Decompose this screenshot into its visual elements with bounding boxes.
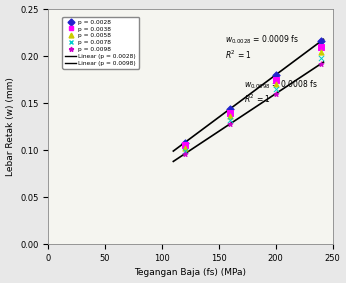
Text: $w_{0.0098}$ = 0.0008 fs
$R^2$ = 1: $w_{0.0098}$ = 0.0008 fs $R^2$ = 1 xyxy=(244,78,318,105)
Text: $w_{0.0028}$ = 0.0009 fs
$R^2$ = 1: $w_{0.0028}$ = 0.0009 fs $R^2$ = 1 xyxy=(225,34,298,61)
Point xyxy=(182,143,188,148)
Point xyxy=(227,106,233,111)
Point xyxy=(273,87,279,91)
Point xyxy=(318,50,324,55)
Point xyxy=(273,91,279,96)
Y-axis label: Lebar Retak (w) (mm): Lebar Retak (w) (mm) xyxy=(6,77,15,176)
Point xyxy=(227,114,233,119)
Point xyxy=(318,44,324,49)
Point xyxy=(182,146,188,151)
Legend: p = 0.0028, p = 0.0038, p = 0.0058, p = 0.0078, p = 0.0098, Linear (p = 0.0028),: p = 0.0028, p = 0.0038, p = 0.0058, p = … xyxy=(63,17,139,68)
X-axis label: Tegangan Baja (fs) (MPa): Tegangan Baja (fs) (MPa) xyxy=(134,269,246,277)
Point xyxy=(182,140,188,145)
Point xyxy=(227,118,233,122)
Point xyxy=(318,61,324,66)
Point xyxy=(318,56,324,60)
Point xyxy=(182,152,188,156)
Point xyxy=(318,39,324,43)
Point xyxy=(182,149,188,153)
Point xyxy=(273,77,279,82)
Point xyxy=(273,82,279,87)
Point xyxy=(227,110,233,115)
Point xyxy=(227,121,233,126)
Point xyxy=(273,73,279,77)
